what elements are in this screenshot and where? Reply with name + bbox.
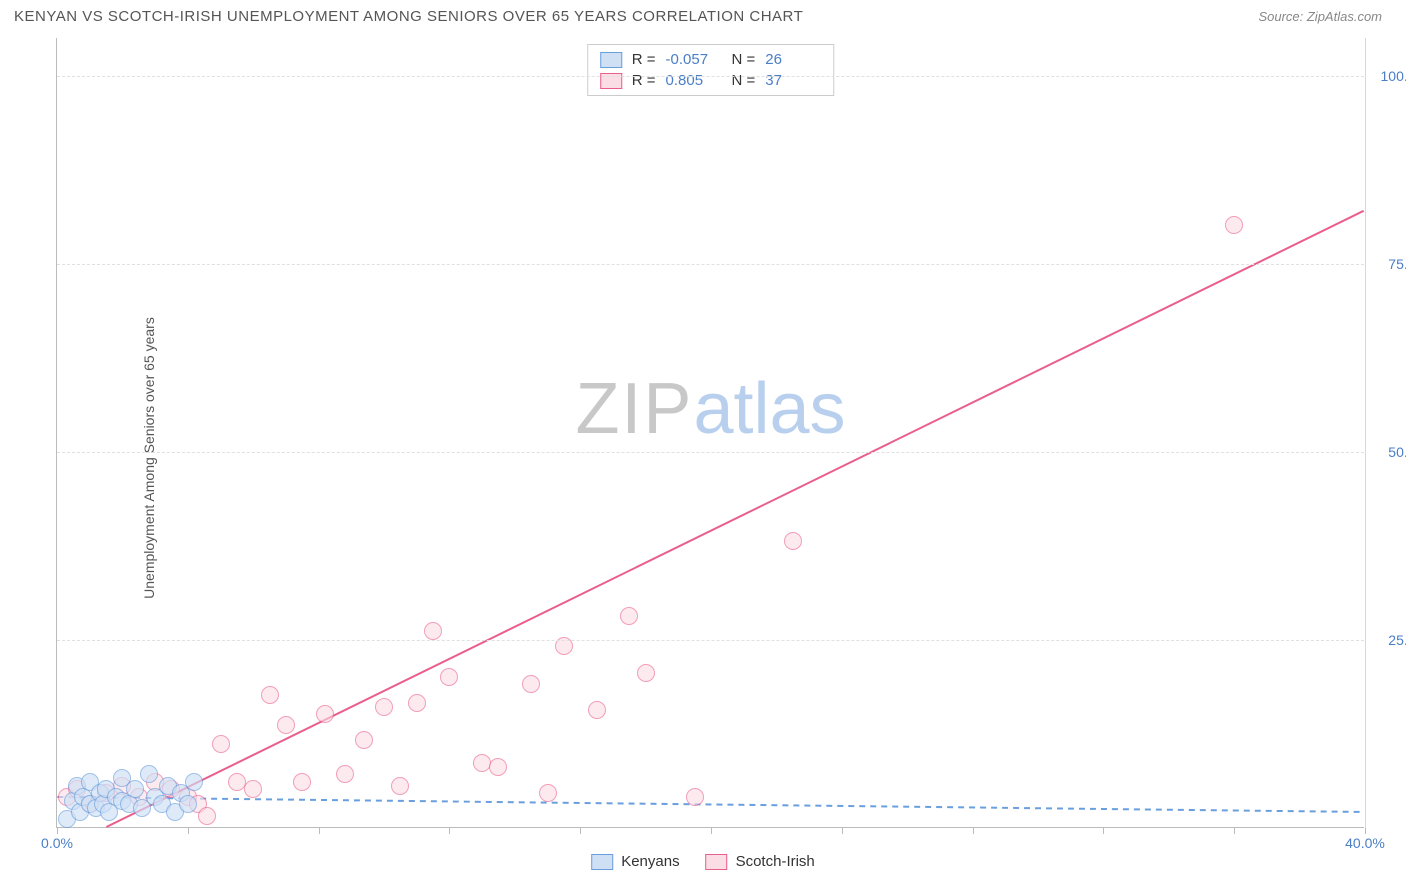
x-tick [188,827,189,834]
trend-line [106,211,1363,827]
gridline [57,640,1364,641]
point-scotch-irish [686,788,704,806]
trend-lines-layer [57,38,1364,827]
point-scotch-irish [539,784,557,802]
point-scotch-irish [336,765,354,783]
legend-row-scotch-irish: R = 0.805 N = 37 [600,70,822,91]
point-scotch-irish [198,807,216,825]
r-label: R = [632,72,656,89]
point-scotch-irish [244,780,262,798]
point-scotch-irish [489,758,507,776]
n-label: N = [732,72,756,89]
gridline [57,452,1364,453]
swatch-scotch-irish [706,854,728,870]
chart-title: KENYAN VS SCOTCH-IRISH UNEMPLOYMENT AMON… [14,8,803,25]
point-scotch-irish [316,705,334,723]
x-tick-label: 40.0% [1345,835,1385,851]
source-attribution: Source: ZipAtlas.com [1258,9,1382,24]
point-kenyans [179,795,197,813]
legend-label-kenyans: Kenyans [621,853,679,870]
point-scotch-irish [1225,216,1243,234]
point-scotch-irish [355,731,373,749]
point-scotch-irish [424,622,442,640]
point-scotch-irish [408,694,426,712]
point-scotch-irish [228,773,246,791]
x-tick [711,827,712,834]
plot-area: ZIPatlas R = -0.057 N = 26 R = 0.805 N =… [56,38,1364,828]
point-scotch-irish [620,607,638,625]
point-kenyans [140,765,158,783]
legend-label-scotch-irish: Scotch-Irish [736,853,815,870]
point-scotch-irish [473,754,491,772]
x-tick [973,827,974,834]
y-tick-label: 50.0% [1388,444,1406,460]
point-scotch-irish [588,701,606,719]
r-value-scotch-irish: 0.805 [666,72,722,89]
x-tick [319,827,320,834]
y-tick-label: 25.0% [1388,632,1406,648]
x-tick [1234,827,1235,834]
point-scotch-irish [637,664,655,682]
x-tick [449,827,450,834]
legend-item-scotch-irish: Scotch-Irish [706,853,815,870]
swatch-kenyans [600,52,622,68]
point-scotch-irish [391,777,409,795]
y-tick-label: 100.0% [1381,68,1406,84]
point-scotch-irish [784,532,802,550]
n-label: N = [732,51,756,68]
point-kenyans [185,773,203,791]
correlation-legend: R = -0.057 N = 26 R = 0.805 N = 37 [587,44,835,96]
r-value-kenyans: -0.057 [666,51,722,68]
chart-container: Unemployment Among Seniors over 65 years… [14,38,1392,878]
point-scotch-irish [522,675,540,693]
x-tick [842,827,843,834]
gridline [57,264,1364,265]
legend-row-kenyans: R = -0.057 N = 26 [600,49,822,70]
series-legend: Kenyans Scotch-Irish [591,853,815,870]
plot-right-edge [1365,38,1366,828]
r-label: R = [632,51,656,68]
n-value-scotch-irish: 37 [765,72,821,89]
x-tick-label: 0.0% [41,835,73,851]
gridline [57,76,1364,77]
x-tick [1103,827,1104,834]
x-tick [580,827,581,834]
y-tick-label: 75.0% [1388,256,1406,272]
point-scotch-irish [212,735,230,753]
n-value-kenyans: 26 [765,51,821,68]
point-kenyans [126,780,144,798]
point-scotch-irish [440,668,458,686]
legend-item-kenyans: Kenyans [591,853,679,870]
x-tick [57,827,58,834]
x-tick [1365,827,1366,834]
point-scotch-irish [277,716,295,734]
point-scotch-irish [261,686,279,704]
swatch-kenyans [591,854,613,870]
trend-line [57,797,1363,812]
point-scotch-irish [293,773,311,791]
point-scotch-irish [375,698,393,716]
